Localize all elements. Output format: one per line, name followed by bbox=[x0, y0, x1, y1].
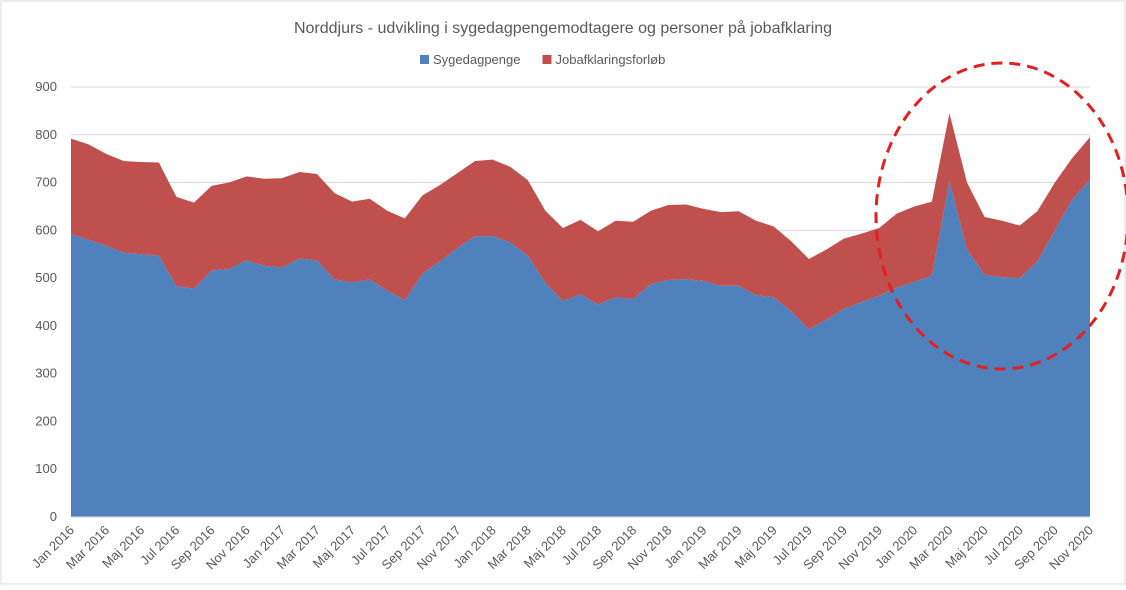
areas bbox=[71, 113, 1090, 517]
y-tick-label: 0 bbox=[50, 509, 57, 524]
legend-swatch bbox=[542, 55, 552, 64]
y-tick-label: 100 bbox=[35, 461, 57, 476]
y-tick-label: 600 bbox=[35, 222, 57, 237]
y-tick-label: 500 bbox=[35, 270, 57, 285]
y-tick-label: 300 bbox=[35, 366, 57, 381]
highlight-circle bbox=[874, 61, 1126, 371]
y-tick-label: 800 bbox=[35, 127, 57, 142]
y-tick-label: 900 bbox=[35, 79, 57, 94]
area bbox=[71, 179, 1090, 517]
legend-label: Sygedagpenge bbox=[433, 52, 520, 67]
y-tick-label: 200 bbox=[35, 413, 57, 428]
chart-title: Norddjurs - udvikling i sygedagpengemodt… bbox=[294, 19, 832, 37]
legend-swatch bbox=[420, 55, 429, 64]
y-tick-label: 700 bbox=[35, 175, 57, 190]
y-tick-label: 400 bbox=[35, 318, 57, 333]
legend-label: Jobafklaringsforløb bbox=[555, 52, 665, 67]
area bbox=[71, 113, 1090, 330]
